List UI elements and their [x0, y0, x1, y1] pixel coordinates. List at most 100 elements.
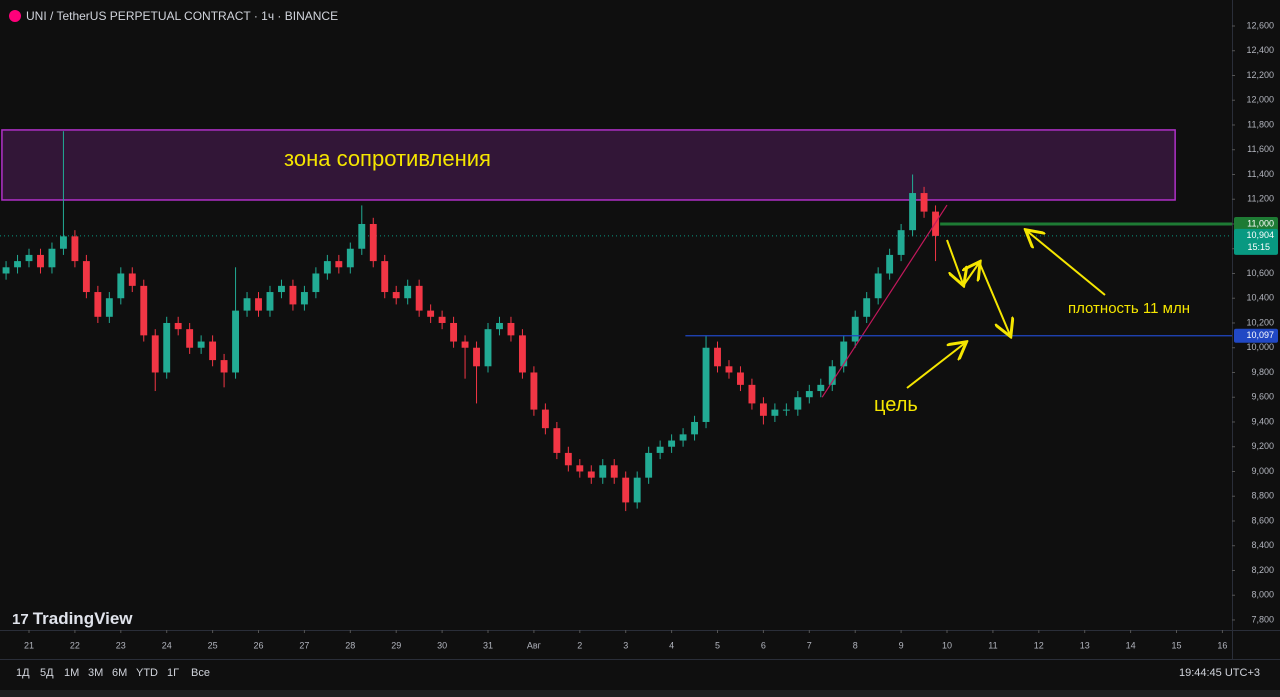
- candle-body: [174, 322, 182, 330]
- candle-body: [59, 236, 67, 249]
- x-tick-label: 3: [623, 640, 628, 650]
- candle-body: [668, 440, 676, 447]
- x-tick-label: 4: [669, 640, 674, 650]
- candle-body: [404, 285, 412, 299]
- last-price-label: 10,904: [1246, 230, 1274, 240]
- candle-body: [461, 341, 469, 348]
- price-badge: [1234, 216, 1278, 231]
- range-button[interactable]: 1М: [64, 667, 80, 679]
- candle-body: [94, 292, 102, 317]
- y-tick-label: 11,600: [1247, 144, 1274, 154]
- candle-body: [725, 366, 733, 373]
- x-tick-label: 28: [345, 640, 355, 650]
- price-badge: [1234, 328, 1278, 343]
- x-tick-label: 21: [24, 640, 34, 650]
- y-tick-label: 10,600: [1246, 268, 1274, 278]
- candle-body: [128, 273, 136, 286]
- x-tick-label: 31: [483, 640, 493, 650]
- x-tick-label: 26: [254, 640, 264, 650]
- x-tick-label: 29: [391, 640, 401, 650]
- candle-body: [633, 477, 641, 503]
- candle-body: [300, 292, 308, 305]
- y-tick-label: 12,200: [1246, 70, 1274, 80]
- candle-body: [748, 384, 756, 404]
- y-tick-label: 11,800: [1247, 119, 1274, 129]
- x-tick-label: 6: [761, 640, 766, 650]
- range-button[interactable]: Все: [191, 667, 210, 679]
- x-tick-label: 23: [116, 640, 126, 650]
- x-tick-label: 2: [577, 640, 582, 650]
- y-tick-label: 10,400: [1246, 293, 1274, 303]
- x-tick-label: 12: [1034, 640, 1044, 650]
- candle-body: [2, 267, 10, 274]
- x-tick-label: 27: [299, 640, 309, 650]
- candle-body: [874, 273, 882, 299]
- y-tick-label: 8,200: [1251, 565, 1274, 575]
- candle-body: [576, 465, 584, 472]
- candle-body: [186, 329, 194, 348]
- range-button[interactable]: YTD: [136, 667, 158, 679]
- candle-body: [599, 465, 607, 478]
- candle-body: [484, 329, 492, 367]
- x-tick-label: Авг: [527, 640, 542, 650]
- range-button[interactable]: 1Д: [16, 667, 30, 679]
- candle-body: [255, 298, 262, 311]
- range-button[interactable]: 3М: [88, 667, 104, 679]
- x-tick-label: 30: [437, 640, 447, 650]
- candle-body: [530, 372, 538, 410]
- candle-body: [473, 347, 480, 367]
- y-tick-label: 9,800: [1251, 367, 1274, 377]
- candle-body: [450, 322, 458, 342]
- candle-body: [817, 384, 825, 392]
- range-button[interactable]: 1Г: [167, 667, 180, 679]
- candle-body: [105, 298, 113, 317]
- logo-text: TradingView: [32, 609, 133, 628]
- x-tick-label: 16: [1217, 640, 1227, 650]
- candle-body: [151, 335, 159, 373]
- price-badge-label: 11,000: [1247, 218, 1274, 228]
- range-button[interactable]: 6М: [112, 667, 128, 679]
- candle-body: [312, 273, 320, 293]
- range-button[interactable]: 5Д: [40, 667, 54, 679]
- candle-body: [346, 248, 354, 268]
- y-tick-label: 8,000: [1251, 590, 1274, 600]
- candle-body: [415, 285, 423, 311]
- y-tick-label: 11,200: [1247, 194, 1274, 204]
- resistance-zone: [1, 129, 1176, 201]
- trendline: [821, 204, 948, 398]
- countdown: 15:15: [1247, 242, 1270, 252]
- candle-body: [863, 298, 871, 317]
- candle-body: [163, 322, 171, 373]
- x-tick-label: 25: [208, 640, 218, 650]
- candle-body: [851, 316, 859, 342]
- candle-body: [714, 347, 721, 367]
- candle-body: [920, 193, 928, 212]
- candle-body: [553, 428, 561, 453]
- symbol-title[interactable]: UNI / TetherUS PERPETUAL CONTRACT · 1ч ·…: [26, 9, 339, 23]
- candle-body: [691, 421, 699, 435]
- candle-body: [335, 261, 343, 268]
- candle-body: [897, 230, 905, 255]
- logo[interactable]: 17 TradingView: [12, 609, 133, 628]
- candle-body: [759, 403, 767, 416]
- y-tick-label: 9,000: [1251, 466, 1274, 476]
- candle-body: [496, 322, 503, 330]
- y-tick-label: 8,400: [1251, 540, 1274, 550]
- candle-body: [702, 347, 710, 422]
- y-tick-label: 9,200: [1251, 441, 1274, 451]
- candle-body: [656, 446, 664, 453]
- x-tick-label: 11: [988, 640, 997, 650]
- candle-body: [25, 254, 33, 262]
- candle-body: [71, 236, 79, 262]
- x-tick-label: 7: [807, 640, 812, 650]
- candle-body: [794, 397, 802, 410]
- candle-body: [840, 341, 848, 367]
- candle-body: [909, 193, 917, 231]
- x-tick-label: 22: [70, 640, 80, 650]
- x-tick-label: 8: [853, 640, 858, 650]
- x-tick-label: 14: [1126, 640, 1136, 650]
- bottom-frame: [0, 690, 1280, 697]
- candle-body: [289, 285, 297, 305]
- y-tick-label: 7,800: [1251, 614, 1274, 624]
